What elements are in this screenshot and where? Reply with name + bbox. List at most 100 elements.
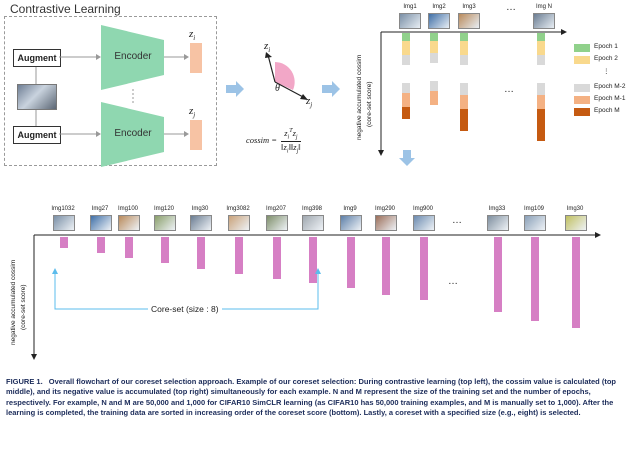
bottom-image-thumbnail — [413, 215, 435, 231]
bottom-image-thumbnail — [53, 215, 75, 231]
blue-arrow-1 — [226, 81, 244, 97]
blue-arrow-down — [399, 150, 415, 166]
bottom-image-label: Img290 — [374, 206, 395, 212]
encoder-top — [101, 25, 164, 90]
bottom-bar — [531, 237, 539, 321]
bottom-image-thumbnail — [565, 215, 587, 231]
top-right-bar-segment — [537, 41, 545, 55]
bottom-image-label: Img100 — [117, 206, 138, 212]
bottom-image-dots: … — [452, 215, 462, 226]
legend-swatch — [574, 44, 590, 52]
blue-arrow-2 — [322, 81, 340, 97]
bottom-bar — [347, 237, 355, 288]
top-right-bar-segment — [460, 55, 468, 65]
top-right-image-thumbnail — [533, 13, 555, 29]
figure-caption: FIGURE 1. Overall flowchart of our cores… — [6, 377, 634, 419]
bottom-bar — [235, 237, 243, 274]
caption-text: Overall flowchart of our coreset selecti… — [6, 377, 617, 418]
bottom-image-label: Img30 — [191, 206, 209, 212]
bottom-bar — [273, 237, 281, 279]
legend-swatch — [574, 96, 590, 104]
bottom-image-thumbnail — [90, 215, 112, 231]
encoder-label-top: Encoder — [114, 51, 152, 62]
bottom-image-label: Img27 — [91, 206, 109, 212]
bottom-image-thumbnail — [118, 215, 140, 231]
top-right-bar-segment — [402, 33, 410, 41]
bottom-image-thumbnail — [340, 215, 362, 231]
bottom-bar — [382, 237, 390, 295]
theta-label: θ — [275, 83, 280, 94]
top-right-bar-segment — [430, 33, 438, 41]
top-right-bar-segment — [402, 107, 410, 119]
bottom-image-label: Img120 — [153, 206, 174, 212]
top-right-bar-segment — [402, 41, 410, 55]
bottom-image-label: Img3082 — [226, 206, 250, 212]
legend-item: Epoch M — [594, 107, 620, 114]
z-i-label: zi — [189, 28, 196, 43]
top-right-bar-segment — [460, 95, 468, 109]
z-j-vector — [190, 120, 202, 150]
bottom-bar — [197, 237, 205, 269]
augment-box-top: Augment — [13, 49, 61, 67]
top-right-image-thumbnail — [399, 13, 421, 29]
legend-item: Epoch M-2 — [594, 83, 626, 90]
top-right-bar-segment — [460, 83, 468, 95]
bottom-y-axis-sublabel: (core-set score) — [20, 284, 27, 330]
bottom-image-label: Img33 — [488, 206, 506, 212]
legend-item: Epoch M-1 — [594, 95, 626, 102]
bottom-bar — [494, 237, 502, 312]
z-j-label: zj — [189, 105, 196, 120]
bottom-image-thumbnail — [375, 215, 397, 231]
encoder-bottom — [101, 102, 164, 167]
z-i-vector — [190, 43, 202, 73]
top-right-bar-segment — [460, 41, 468, 55]
bottom-image-thumbnail — [228, 215, 250, 231]
bottom-bar — [125, 237, 133, 258]
angle-z-j-label: zj — [306, 95, 313, 110]
legend-item: Epoch 2 — [594, 55, 618, 62]
bottom-bar — [309, 237, 317, 283]
bottom-image-label: Img9 — [343, 206, 357, 212]
encoder-label-bottom: Encoder — [114, 128, 152, 139]
top-right-bar-segment — [537, 55, 545, 65]
top-right-bar-segment — [460, 109, 468, 131]
top-right-bar-segment — [460, 33, 468, 41]
top-right-bar-segment — [430, 41, 438, 53]
legend-item: ⋮ — [603, 68, 610, 75]
top-right-image-label: Img2 — [432, 4, 446, 10]
bottom-image-label: Img900 — [412, 206, 433, 212]
bottom-image-label: Img207 — [265, 206, 286, 212]
figure-number: FIGURE 1. — [6, 377, 43, 386]
top-right-image-label: Img N — [535, 4, 552, 10]
bottom-bar — [420, 237, 428, 300]
top-right-image-thumbnail — [458, 13, 480, 29]
bottom-dots: … — [448, 276, 458, 287]
bottom-bar — [161, 237, 169, 263]
contrastive-learning-box — [4, 16, 217, 166]
angle-z-i-label: zi — [264, 40, 271, 55]
bottom-bar — [97, 237, 105, 253]
top-right-image-label: Img3 — [462, 4, 476, 10]
top-right-dots: … — [504, 84, 514, 95]
bottom-image-thumbnail — [154, 215, 176, 231]
legend-swatch — [574, 108, 590, 116]
input-image — [17, 84, 57, 110]
top-right-bar-segment — [430, 81, 438, 91]
top-right-bar-segment — [537, 95, 545, 109]
top-right-image-thumbnail — [428, 13, 450, 29]
bottom-image-thumbnail — [266, 215, 288, 231]
top-right-bar-segment — [402, 55, 410, 65]
top-right-bar-segment — [402, 83, 410, 93]
bottom-image-thumbnail — [302, 215, 324, 231]
bottom-image-thumbnail — [190, 215, 212, 231]
contrastive-learning-title: Contrastive Learning — [10, 2, 121, 16]
bottom-image-thumbnail — [487, 215, 509, 231]
bottom-image-label: Img30 — [566, 206, 584, 212]
top-right-image-label: Img1 — [403, 4, 417, 10]
legend-swatch — [574, 84, 590, 92]
legend-item: Epoch 1 — [594, 43, 618, 50]
top-right-image-dots: … — [506, 2, 516, 13]
bottom-image-thumbnail — [524, 215, 546, 231]
